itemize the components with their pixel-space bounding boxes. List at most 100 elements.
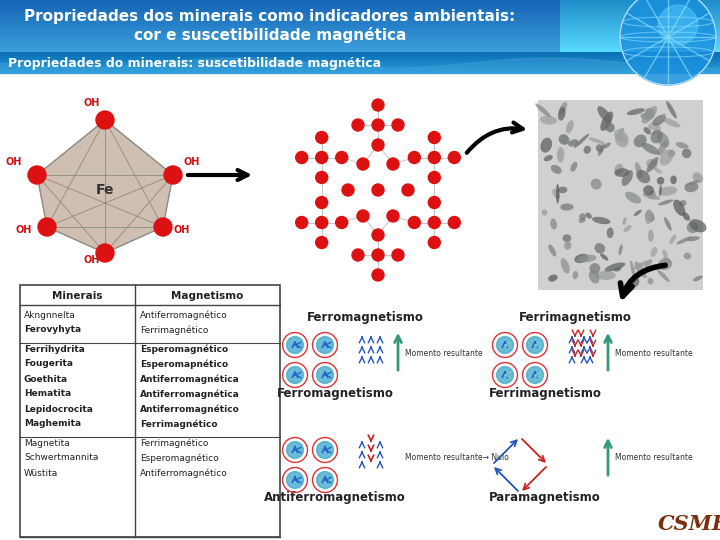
- FancyBboxPatch shape: [0, 54, 720, 55]
- FancyBboxPatch shape: [560, 50, 720, 51]
- Ellipse shape: [684, 253, 691, 259]
- Circle shape: [315, 197, 328, 208]
- Ellipse shape: [645, 209, 652, 224]
- FancyBboxPatch shape: [560, 12, 720, 13]
- Ellipse shape: [566, 120, 574, 133]
- FancyBboxPatch shape: [560, 26, 720, 27]
- FancyBboxPatch shape: [20, 285, 280, 537]
- Ellipse shape: [687, 222, 698, 233]
- FancyBboxPatch shape: [0, 46, 560, 47]
- Circle shape: [296, 217, 307, 228]
- FancyBboxPatch shape: [0, 55, 720, 56]
- FancyBboxPatch shape: [0, 9, 560, 10]
- FancyBboxPatch shape: [560, 35, 720, 36]
- FancyBboxPatch shape: [560, 4, 720, 5]
- Text: Goethita: Goethita: [24, 375, 68, 383]
- FancyBboxPatch shape: [0, 53, 720, 54]
- Circle shape: [296, 152, 307, 164]
- Text: Akngnnelta: Akngnnelta: [24, 310, 76, 320]
- Ellipse shape: [579, 213, 586, 221]
- FancyBboxPatch shape: [0, 33, 560, 34]
- FancyBboxPatch shape: [0, 57, 720, 58]
- FancyBboxPatch shape: [560, 39, 720, 40]
- Ellipse shape: [693, 172, 703, 183]
- FancyBboxPatch shape: [0, 64, 720, 65]
- FancyBboxPatch shape: [0, 42, 560, 43]
- FancyBboxPatch shape: [0, 39, 560, 40]
- FancyBboxPatch shape: [560, 11, 720, 12]
- Circle shape: [315, 152, 328, 164]
- Ellipse shape: [595, 243, 605, 253]
- FancyBboxPatch shape: [0, 2, 560, 3]
- FancyBboxPatch shape: [0, 60, 720, 61]
- FancyBboxPatch shape: [0, 8, 560, 9]
- FancyBboxPatch shape: [0, 41, 560, 42]
- Circle shape: [372, 229, 384, 241]
- FancyBboxPatch shape: [0, 37, 560, 38]
- FancyBboxPatch shape: [560, 3, 720, 4]
- Ellipse shape: [568, 139, 578, 146]
- Ellipse shape: [544, 155, 553, 161]
- FancyBboxPatch shape: [560, 19, 720, 20]
- Circle shape: [372, 119, 384, 131]
- FancyBboxPatch shape: [560, 24, 720, 25]
- Circle shape: [96, 111, 114, 129]
- Circle shape: [428, 237, 441, 248]
- Ellipse shape: [614, 267, 621, 272]
- Text: Esperomapnético: Esperomapnético: [140, 359, 228, 369]
- Ellipse shape: [643, 185, 654, 195]
- FancyBboxPatch shape: [0, 18, 560, 19]
- Text: Ferrimagnético: Ferrimagnético: [140, 325, 208, 335]
- Ellipse shape: [574, 134, 590, 148]
- Ellipse shape: [693, 275, 703, 281]
- FancyBboxPatch shape: [0, 12, 560, 13]
- Ellipse shape: [570, 162, 577, 172]
- Ellipse shape: [631, 260, 650, 269]
- Ellipse shape: [549, 244, 557, 256]
- FancyBboxPatch shape: [0, 68, 720, 69]
- Circle shape: [526, 336, 544, 353]
- Circle shape: [372, 99, 384, 111]
- FancyBboxPatch shape: [560, 16, 720, 17]
- Ellipse shape: [642, 193, 660, 200]
- Ellipse shape: [562, 234, 571, 242]
- FancyBboxPatch shape: [560, 31, 720, 32]
- FancyBboxPatch shape: [560, 18, 720, 19]
- Circle shape: [96, 244, 114, 262]
- Text: Ferromagnetismo: Ferromagnetismo: [276, 387, 393, 400]
- FancyBboxPatch shape: [0, 40, 560, 41]
- Ellipse shape: [630, 260, 636, 280]
- Ellipse shape: [598, 144, 605, 156]
- FancyBboxPatch shape: [0, 50, 560, 51]
- Circle shape: [154, 218, 172, 236]
- FancyBboxPatch shape: [0, 22, 560, 23]
- FancyBboxPatch shape: [560, 48, 720, 49]
- Text: cor e suscetibilidade magnética: cor e suscetibilidade magnética: [134, 27, 406, 43]
- FancyBboxPatch shape: [560, 7, 720, 8]
- Ellipse shape: [541, 138, 552, 153]
- Text: Ferrihydrita: Ferrihydrita: [24, 345, 85, 354]
- Ellipse shape: [634, 134, 647, 147]
- FancyBboxPatch shape: [560, 40, 720, 41]
- Ellipse shape: [614, 164, 624, 176]
- Ellipse shape: [561, 258, 570, 274]
- Circle shape: [449, 152, 460, 164]
- Text: Maghemita: Maghemita: [24, 420, 81, 429]
- FancyBboxPatch shape: [0, 34, 560, 35]
- Text: Ferrimagnetismo: Ferrimagnetismo: [489, 387, 601, 400]
- FancyBboxPatch shape: [0, 63, 720, 64]
- Circle shape: [387, 158, 399, 170]
- Text: Fe: Fe: [96, 183, 114, 197]
- Ellipse shape: [657, 177, 665, 185]
- Circle shape: [287, 442, 303, 458]
- FancyBboxPatch shape: [0, 72, 720, 73]
- FancyBboxPatch shape: [560, 10, 720, 11]
- FancyBboxPatch shape: [560, 5, 720, 6]
- Ellipse shape: [685, 182, 698, 192]
- Ellipse shape: [662, 113, 666, 121]
- Ellipse shape: [598, 106, 611, 123]
- FancyBboxPatch shape: [0, 61, 720, 62]
- Text: Momento resultante: Momento resultante: [615, 348, 693, 357]
- Ellipse shape: [676, 237, 692, 245]
- FancyBboxPatch shape: [0, 23, 560, 24]
